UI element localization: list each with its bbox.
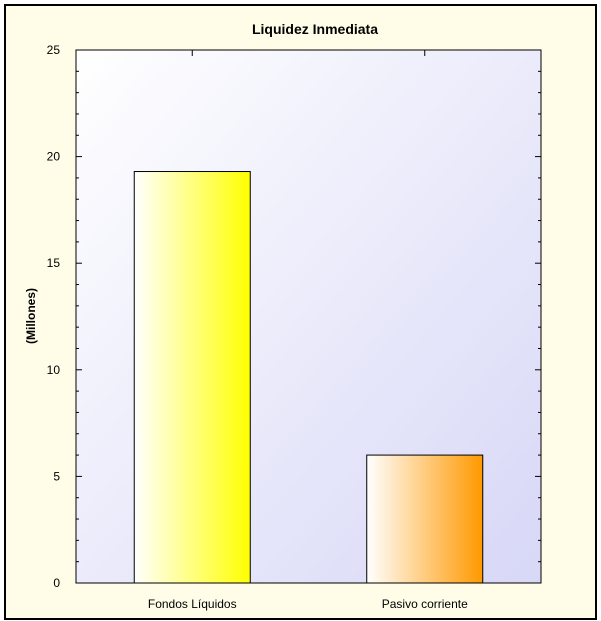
chart-title: Liquidez Inmediata [252, 21, 378, 37]
y-tick-label: 10 [47, 363, 61, 377]
y-tick-label: 15 [47, 256, 61, 270]
x-tick-label: Pasivo corriente [382, 597, 468, 611]
y-tick-label: 0 [53, 576, 60, 590]
y-tick-label: 5 [53, 469, 60, 483]
bar-0 [133, 171, 251, 584]
y-tick-label: 20 [47, 150, 61, 164]
x-tick-label: Fondos Líquidos [148, 597, 237, 611]
y-tick-label: 25 [47, 43, 61, 57]
y-axis-label: (Millones) [24, 288, 38, 344]
bar-1 [366, 454, 484, 584]
